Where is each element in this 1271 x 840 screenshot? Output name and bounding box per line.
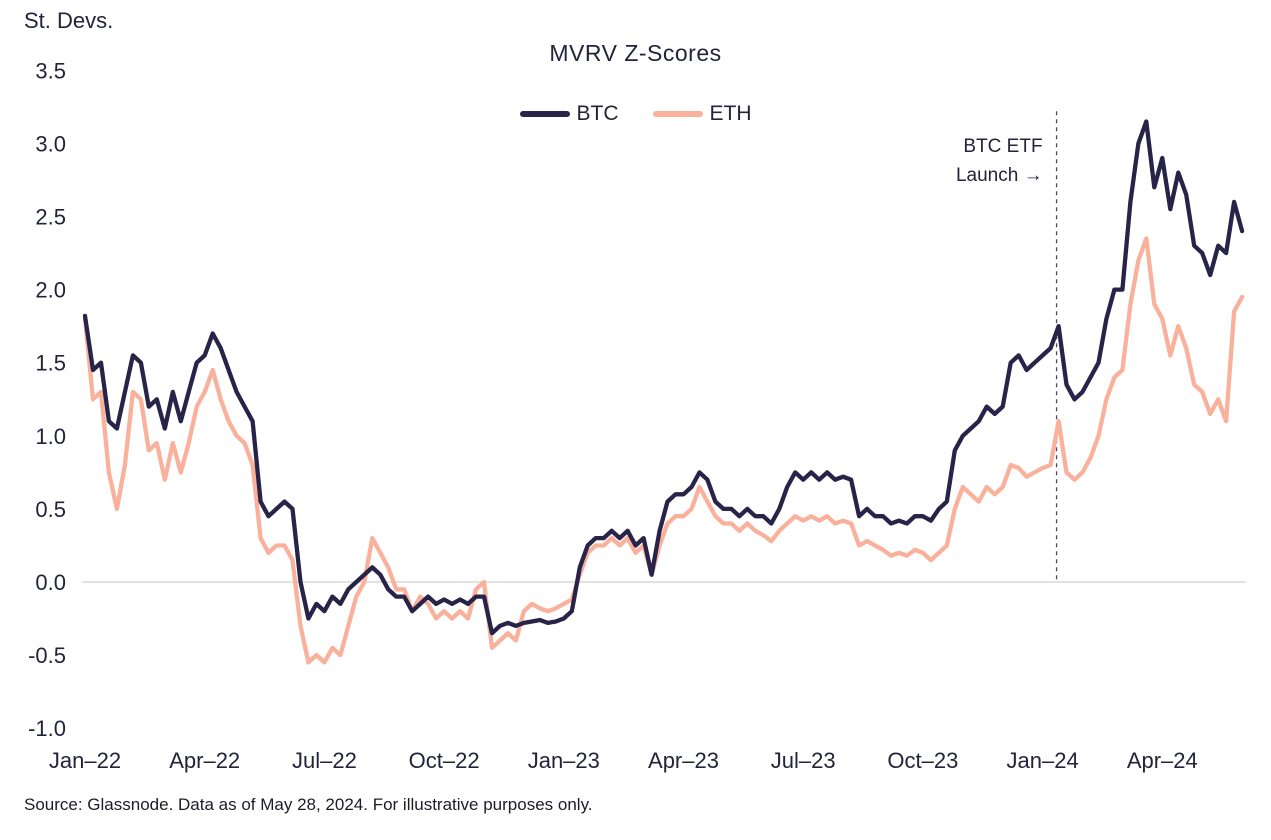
y-tick-label: 3.5 bbox=[35, 58, 66, 83]
x-tick-label: Oct–22 bbox=[409, 748, 480, 773]
x-tick-label: Jul–23 bbox=[771, 748, 836, 773]
x-tick-label: Apr–24 bbox=[1127, 748, 1198, 773]
eth-series-line bbox=[82, 236, 1245, 665]
y-tick-label: 1.5 bbox=[35, 351, 66, 376]
y-tick-label: 1.0 bbox=[35, 424, 66, 449]
x-tick-label: Jul–22 bbox=[292, 748, 357, 773]
chart-title: MVRV Z-Scores bbox=[549, 40, 722, 66]
y-tick-label: 3.0 bbox=[35, 131, 66, 156]
btc-series-line bbox=[82, 119, 1245, 636]
etf-launch-annotation: BTC ETF Launch → bbox=[956, 132, 1043, 191]
x-tick-label: Jan–22 bbox=[49, 748, 121, 773]
y-tick-label: 0.0 bbox=[35, 570, 66, 595]
source-note: Source: Glassnode. Data as of May 28, 20… bbox=[24, 795, 593, 814]
legend-item-btc: BTC bbox=[519, 102, 619, 126]
x-tick-label: Apr–22 bbox=[169, 748, 240, 773]
y-tick-label: 0.5 bbox=[35, 497, 66, 522]
btc-line-swatch-icon bbox=[519, 111, 570, 117]
etf-launch-annotation-line1: BTC ETF bbox=[963, 135, 1043, 157]
y-tick-label: 2.0 bbox=[35, 278, 66, 303]
legend-label-btc: BTC bbox=[576, 102, 619, 125]
x-tick-label: Oct–23 bbox=[887, 748, 958, 773]
y-tick-label: 2.5 bbox=[35, 205, 66, 230]
y-tick-label: -0.5 bbox=[28, 643, 66, 668]
eth-line-swatch-icon bbox=[652, 111, 703, 117]
y-tick-label: -1.0 bbox=[28, 716, 66, 741]
legend-label-eth: ETH bbox=[709, 102, 752, 125]
legend-item-eth: ETH bbox=[652, 102, 752, 126]
x-tick-label: Jan–24 bbox=[1007, 748, 1079, 773]
x-tick-label: Jan–23 bbox=[528, 748, 600, 773]
etf-launch-annotation-line2: Launch → bbox=[955, 165, 1043, 187]
legend: BTC ETH bbox=[0, 102, 1271, 126]
x-tick-label: Apr–23 bbox=[648, 748, 719, 773]
y-axis-unit-label: St. Devs. bbox=[24, 8, 114, 33]
